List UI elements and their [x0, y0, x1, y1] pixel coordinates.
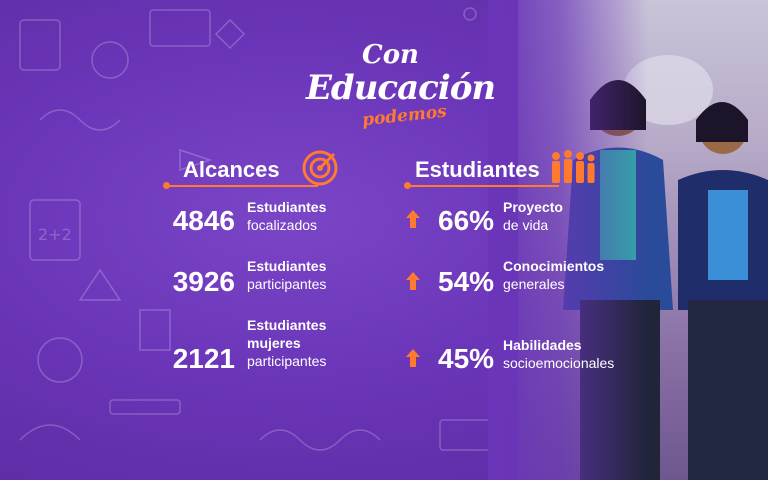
alcances-label: Estudiantes mujeres participantes	[247, 316, 357, 370]
estudiantes-value: 54%	[438, 266, 495, 297]
estudiantes-underline-dot	[404, 182, 411, 189]
estudiantes-label: Habilidades socioemocionales	[503, 336, 614, 372]
estudiantes-title: Estudiantes	[415, 157, 540, 182]
photo-gradient-overlay	[488, 0, 648, 480]
estudiantes-label-bold: Habilidades	[503, 337, 582, 353]
logo-line-1: Con	[362, 40, 419, 70]
alcances-label-rest: participantes	[247, 353, 327, 369]
alcances-title: Alcances	[183, 157, 280, 182]
estudiantes-underline	[409, 185, 559, 187]
logo-line-2: Educación	[306, 68, 496, 108]
estudiantes-value: 45%	[438, 343, 495, 374]
alcances-label-bold: Estudiantes	[247, 199, 327, 215]
estudiantes-label-bold: Proyecto	[503, 199, 563, 215]
alcances-label-bold: Estudiantes	[247, 258, 327, 274]
estudiantes-label-rest: generales	[503, 276, 565, 292]
arrow-up-icon	[406, 272, 420, 290]
arrow-up-icon	[406, 349, 420, 367]
alcances-label: Estudiantes participantes	[247, 257, 326, 293]
alcances-label: Estudiantes focalizados	[247, 198, 326, 234]
students-group-icon	[552, 150, 595, 183]
alcances-value: 4846	[172, 205, 235, 236]
alcances-value: 2121	[172, 343, 235, 374]
alcances-label-rest: participantes	[247, 276, 327, 292]
alcances-underline	[168, 185, 318, 187]
con-educacion-podemos-logo: Con Educación podemos	[300, 38, 496, 133]
arrow-up-icon	[406, 210, 420, 228]
estudiantes-label: Conocimientos generales	[503, 257, 604, 293]
alcances-value: 3926	[172, 266, 235, 297]
estudiantes-label-rest: de vida	[503, 217, 549, 233]
alcances-underline-dot	[163, 182, 170, 189]
alcances-label-rest: focalizados	[247, 217, 318, 233]
estudiantes-value: 66%	[438, 205, 495, 236]
estudiantes-label-rest: socioemocionales	[503, 355, 615, 371]
svg-text:2+2: 2+2	[38, 225, 72, 244]
estudiantes-label-bold: Conocimientos	[503, 258, 605, 274]
alcances-label-bold: Estudiantes mujeres	[247, 317, 327, 351]
estudiantes-label: Proyecto de vida	[503, 198, 563, 234]
target-icon	[302, 150, 338, 186]
